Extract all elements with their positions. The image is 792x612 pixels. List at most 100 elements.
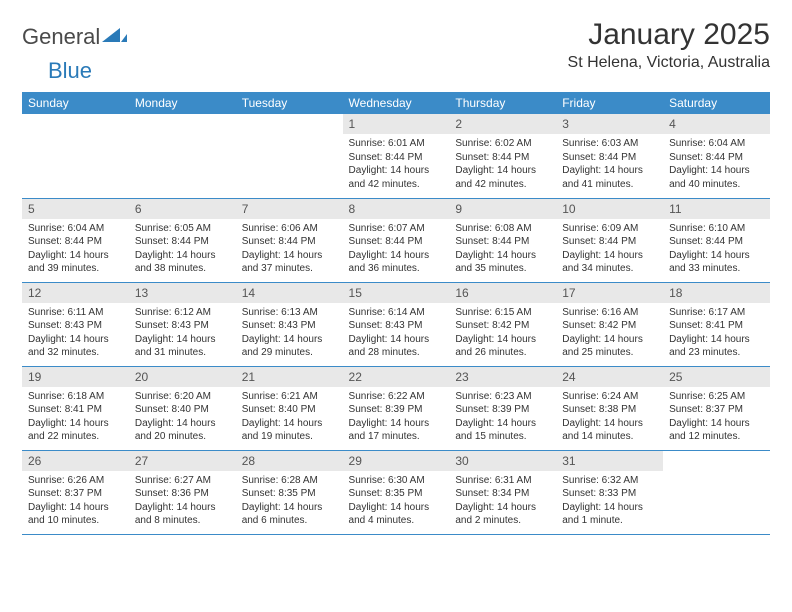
day-details: Sunrise: 6:04 AMSunset: 8:44 PMDaylight:…	[663, 134, 770, 194]
calendar-cell: 20Sunrise: 6:20 AMSunset: 8:40 PMDayligh…	[129, 366, 236, 450]
calendar-row: 5Sunrise: 6:04 AMSunset: 8:44 PMDaylight…	[22, 198, 770, 282]
day-details: Sunrise: 6:14 AMSunset: 8:43 PMDaylight:…	[343, 303, 450, 363]
day-details: Sunrise: 6:08 AMSunset: 8:44 PMDaylight:…	[449, 219, 556, 279]
calendar-cell: 6Sunrise: 6:05 AMSunset: 8:44 PMDaylight…	[129, 198, 236, 282]
day-details: Sunrise: 6:26 AMSunset: 8:37 PMDaylight:…	[22, 471, 129, 531]
day-number: 12	[22, 283, 129, 303]
calendar-cell: 29Sunrise: 6:30 AMSunset: 8:35 PMDayligh…	[343, 450, 450, 534]
calendar-cell: 18Sunrise: 6:17 AMSunset: 8:41 PMDayligh…	[663, 282, 770, 366]
day-details: Sunrise: 6:16 AMSunset: 8:42 PMDaylight:…	[556, 303, 663, 363]
calendar-table: Sunday Monday Tuesday Wednesday Thursday…	[22, 92, 770, 535]
title-block: January 2025 St Helena, Victoria, Austra…	[568, 18, 770, 72]
calendar-cell: 16Sunrise: 6:15 AMSunset: 8:42 PMDayligh…	[449, 282, 556, 366]
day-number: 25	[663, 367, 770, 387]
day-details: Sunrise: 6:04 AMSunset: 8:44 PMDaylight:…	[22, 219, 129, 279]
day-number: 5	[22, 199, 129, 219]
day-number: 27	[129, 451, 236, 471]
day-details: Sunrise: 6:13 AMSunset: 8:43 PMDaylight:…	[236, 303, 343, 363]
calendar-cell: 4Sunrise: 6:04 AMSunset: 8:44 PMDaylight…	[663, 114, 770, 198]
day-number: 4	[663, 114, 770, 134]
calendar-cell: 25Sunrise: 6:25 AMSunset: 8:37 PMDayligh…	[663, 366, 770, 450]
calendar-cell: 17Sunrise: 6:16 AMSunset: 8:42 PMDayligh…	[556, 282, 663, 366]
calendar-cell: 15Sunrise: 6:14 AMSunset: 8:43 PMDayligh…	[343, 282, 450, 366]
calendar-cell: 24Sunrise: 6:24 AMSunset: 8:38 PMDayligh…	[556, 366, 663, 450]
calendar-row: 12Sunrise: 6:11 AMSunset: 8:43 PMDayligh…	[22, 282, 770, 366]
day-details: Sunrise: 6:07 AMSunset: 8:44 PMDaylight:…	[343, 219, 450, 279]
calendar-cell: 11Sunrise: 6:10 AMSunset: 8:44 PMDayligh…	[663, 198, 770, 282]
day-number: 19	[22, 367, 129, 387]
calendar-cell: 26Sunrise: 6:26 AMSunset: 8:37 PMDayligh…	[22, 450, 129, 534]
day-details: Sunrise: 6:30 AMSunset: 8:35 PMDaylight:…	[343, 471, 450, 531]
brand-part2: Blue	[48, 58, 92, 84]
day-number: 18	[663, 283, 770, 303]
calendar-cell: ..	[129, 114, 236, 198]
day-number: 15	[343, 283, 450, 303]
day-details: Sunrise: 6:21 AMSunset: 8:40 PMDaylight:…	[236, 387, 343, 447]
weekday-header: Wednesday	[343, 92, 450, 114]
calendar-cell: 28Sunrise: 6:28 AMSunset: 8:35 PMDayligh…	[236, 450, 343, 534]
calendar-row: ......1Sunrise: 6:01 AMSunset: 8:44 PMDa…	[22, 114, 770, 198]
day-details: Sunrise: 6:06 AMSunset: 8:44 PMDaylight:…	[236, 219, 343, 279]
day-number: 22	[343, 367, 450, 387]
day-details: Sunrise: 6:27 AMSunset: 8:36 PMDaylight:…	[129, 471, 236, 531]
day-number: 28	[236, 451, 343, 471]
weekday-header-row: Sunday Monday Tuesday Wednesday Thursday…	[22, 92, 770, 114]
day-details: Sunrise: 6:15 AMSunset: 8:42 PMDaylight:…	[449, 303, 556, 363]
weekday-header: Tuesday	[236, 92, 343, 114]
day-details: Sunrise: 6:18 AMSunset: 8:41 PMDaylight:…	[22, 387, 129, 447]
day-details: Sunrise: 6:10 AMSunset: 8:44 PMDaylight:…	[663, 219, 770, 279]
day-details: Sunrise: 6:25 AMSunset: 8:37 PMDaylight:…	[663, 387, 770, 447]
day-number: 2	[449, 114, 556, 134]
calendar-cell: 30Sunrise: 6:31 AMSunset: 8:34 PMDayligh…	[449, 450, 556, 534]
calendar-cell: 31Sunrise: 6:32 AMSunset: 8:33 PMDayligh…	[556, 450, 663, 534]
day-number: 9	[449, 199, 556, 219]
day-details: Sunrise: 6:03 AMSunset: 8:44 PMDaylight:…	[556, 134, 663, 194]
calendar-cell: ..	[22, 114, 129, 198]
brand-part1: General	[22, 24, 100, 50]
day-number: 3	[556, 114, 663, 134]
day-number: 20	[129, 367, 236, 387]
calendar-cell: 22Sunrise: 6:22 AMSunset: 8:39 PMDayligh…	[343, 366, 450, 450]
day-details: Sunrise: 6:23 AMSunset: 8:39 PMDaylight:…	[449, 387, 556, 447]
location-text: St Helena, Victoria, Australia	[568, 54, 770, 72]
weekday-header: Friday	[556, 92, 663, 114]
calendar-cell: ..	[236, 114, 343, 198]
weekday-header: Saturday	[663, 92, 770, 114]
calendar-cell: ..	[663, 450, 770, 534]
day-details: Sunrise: 6:09 AMSunset: 8:44 PMDaylight:…	[556, 219, 663, 279]
weekday-header: Thursday	[449, 92, 556, 114]
day-details: Sunrise: 6:28 AMSunset: 8:35 PMDaylight:…	[236, 471, 343, 531]
day-details: Sunrise: 6:12 AMSunset: 8:43 PMDaylight:…	[129, 303, 236, 363]
day-details: Sunrise: 6:31 AMSunset: 8:34 PMDaylight:…	[449, 471, 556, 531]
day-number: 31	[556, 451, 663, 471]
day-details: Sunrise: 6:01 AMSunset: 8:44 PMDaylight:…	[343, 134, 450, 194]
day-number: 21	[236, 367, 343, 387]
day-number: 14	[236, 283, 343, 303]
calendar-cell: 9Sunrise: 6:08 AMSunset: 8:44 PMDaylight…	[449, 198, 556, 282]
day-details: Sunrise: 6:20 AMSunset: 8:40 PMDaylight:…	[129, 387, 236, 447]
day-number: 26	[22, 451, 129, 471]
day-number: 16	[449, 283, 556, 303]
month-title: January 2025	[568, 18, 770, 52]
day-number: 13	[129, 283, 236, 303]
calendar-cell: 5Sunrise: 6:04 AMSunset: 8:44 PMDaylight…	[22, 198, 129, 282]
calendar-cell: 21Sunrise: 6:21 AMSunset: 8:40 PMDayligh…	[236, 366, 343, 450]
day-number: 10	[556, 199, 663, 219]
day-details: Sunrise: 6:22 AMSunset: 8:39 PMDaylight:…	[343, 387, 450, 447]
calendar-cell: 8Sunrise: 6:07 AMSunset: 8:44 PMDaylight…	[343, 198, 450, 282]
day-number: 29	[343, 451, 450, 471]
brand-logo: General	[22, 24, 128, 50]
day-details: Sunrise: 6:02 AMSunset: 8:44 PMDaylight:…	[449, 134, 556, 194]
calendar-cell: 7Sunrise: 6:06 AMSunset: 8:44 PMDaylight…	[236, 198, 343, 282]
calendar-cell: 23Sunrise: 6:23 AMSunset: 8:39 PMDayligh…	[449, 366, 556, 450]
calendar-cell: 27Sunrise: 6:27 AMSunset: 8:36 PMDayligh…	[129, 450, 236, 534]
calendar-body: ......1Sunrise: 6:01 AMSunset: 8:44 PMDa…	[22, 114, 770, 534]
calendar-cell: 13Sunrise: 6:12 AMSunset: 8:43 PMDayligh…	[129, 282, 236, 366]
day-number: 23	[449, 367, 556, 387]
day-number: 1	[343, 114, 450, 134]
day-details: Sunrise: 6:05 AMSunset: 8:44 PMDaylight:…	[129, 219, 236, 279]
day-number: 11	[663, 199, 770, 219]
day-number: 17	[556, 283, 663, 303]
day-details: Sunrise: 6:24 AMSunset: 8:38 PMDaylight:…	[556, 387, 663, 447]
day-number: 30	[449, 451, 556, 471]
